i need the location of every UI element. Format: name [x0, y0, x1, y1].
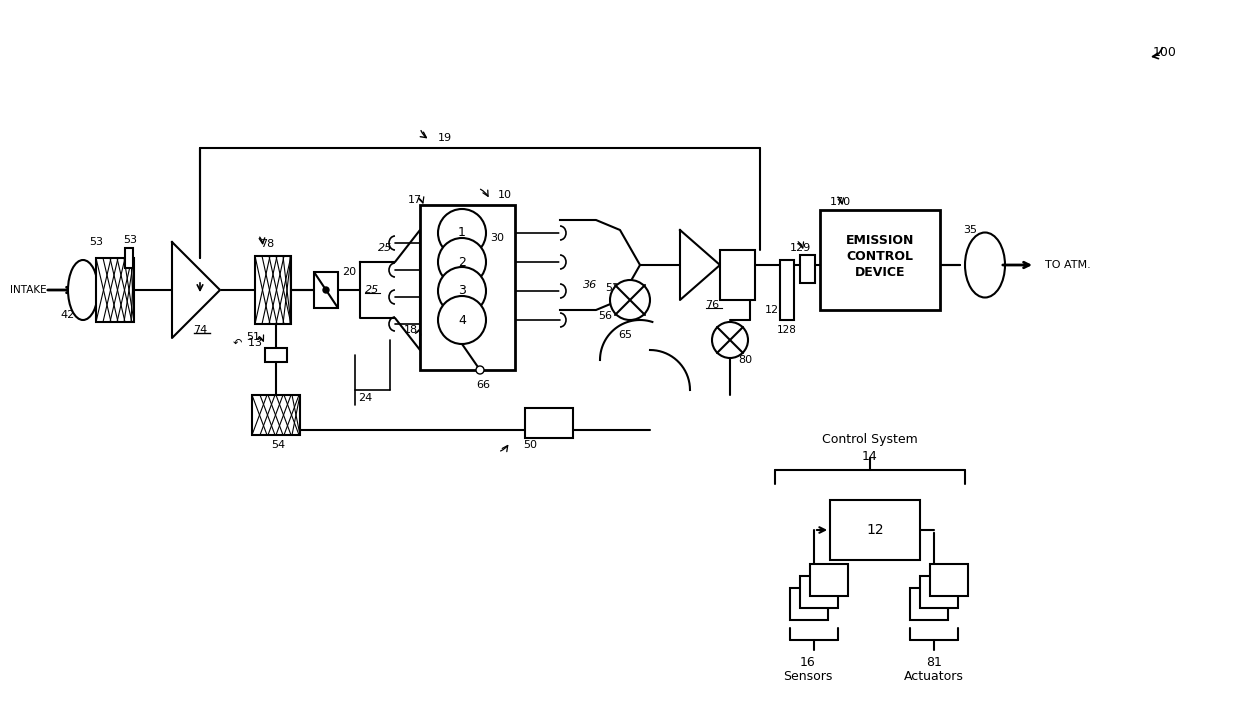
Text: 17: 17	[408, 195, 422, 205]
Text: 76: 76	[704, 300, 719, 310]
Text: 51: 51	[246, 332, 260, 342]
Text: 36: 36	[583, 280, 598, 290]
Text: 129: 129	[790, 243, 811, 253]
Bar	[790, 588, 828, 620]
Text: 10: 10	[498, 190, 512, 200]
Bar	[930, 564, 968, 596]
Text: 52: 52	[605, 283, 619, 293]
Text: 25: 25	[365, 285, 379, 295]
Ellipse shape	[965, 233, 1004, 297]
Bar	[125, 248, 133, 268]
Text: CONTROL: CONTROL	[847, 250, 914, 263]
Bar	[810, 564, 848, 596]
Text: 24: 24	[358, 393, 372, 403]
Bar	[265, 348, 286, 362]
Text: TO ATM.: TO ATM.	[1045, 260, 1091, 270]
Text: 70: 70	[541, 416, 557, 430]
Text: 50: 50	[523, 440, 537, 450]
Bar	[920, 576, 959, 608]
Text: 30: 30	[490, 233, 503, 243]
Text: 12: 12	[867, 523, 884, 537]
Text: 14: 14	[862, 449, 878, 462]
Text: 56: 56	[598, 311, 613, 321]
Text: Control System: Control System	[822, 433, 918, 446]
Circle shape	[476, 366, 484, 374]
Text: 4: 4	[458, 313, 466, 326]
Bar	[780, 260, 794, 320]
Text: $\curvearrowleft$ 13: $\curvearrowleft$ 13	[229, 336, 263, 348]
Text: EMISSION: EMISSION	[846, 233, 914, 246]
Text: DEVICE: DEVICE	[854, 266, 905, 279]
Text: Actuators: Actuators	[904, 670, 963, 683]
Text: 128: 128	[764, 305, 786, 315]
Text: 80: 80	[738, 355, 753, 365]
Bar	[800, 576, 838, 608]
Text: 16: 16	[800, 655, 816, 668]
Circle shape	[712, 322, 748, 358]
Text: Sensors: Sensors	[784, 670, 833, 683]
Polygon shape	[560, 220, 640, 310]
Circle shape	[438, 296, 486, 344]
Text: 81: 81	[926, 655, 942, 668]
Text: 3: 3	[458, 284, 466, 297]
Text: 18: 18	[404, 325, 418, 335]
Bar	[95, 258, 134, 322]
Bar	[314, 272, 339, 308]
Bar	[720, 250, 755, 300]
Bar	[820, 210, 940, 310]
Bar	[525, 408, 573, 438]
Bar	[420, 205, 515, 370]
Text: 128: 128	[777, 325, 797, 335]
Text: 100: 100	[1153, 45, 1177, 58]
Text: 1: 1	[458, 227, 466, 240]
Text: 53: 53	[89, 237, 103, 247]
Ellipse shape	[68, 260, 98, 320]
Text: 170: 170	[830, 197, 851, 207]
Text: 20: 20	[342, 267, 356, 277]
Text: 78: 78	[260, 239, 274, 249]
Bar	[830, 500, 920, 560]
Circle shape	[438, 238, 486, 286]
Text: 54: 54	[270, 440, 285, 450]
Bar	[255, 256, 291, 324]
Bar	[252, 395, 300, 435]
Text: 65: 65	[618, 330, 632, 340]
Circle shape	[610, 280, 650, 320]
Text: 53: 53	[123, 235, 136, 245]
Text: 74: 74	[193, 325, 207, 335]
Polygon shape	[172, 242, 219, 338]
Text: 66: 66	[476, 380, 490, 390]
Text: 42: 42	[61, 310, 76, 320]
Text: 19: 19	[438, 133, 453, 143]
Polygon shape	[680, 230, 720, 300]
Text: INTAKE: INTAKE	[10, 285, 46, 295]
Bar	[910, 588, 949, 620]
Circle shape	[438, 267, 486, 315]
Circle shape	[322, 287, 329, 293]
Circle shape	[438, 209, 486, 257]
Bar	[800, 255, 815, 283]
Text: 25: 25	[378, 243, 392, 253]
Text: 35: 35	[963, 225, 977, 235]
Polygon shape	[360, 230, 420, 350]
Text: 2: 2	[458, 256, 466, 269]
